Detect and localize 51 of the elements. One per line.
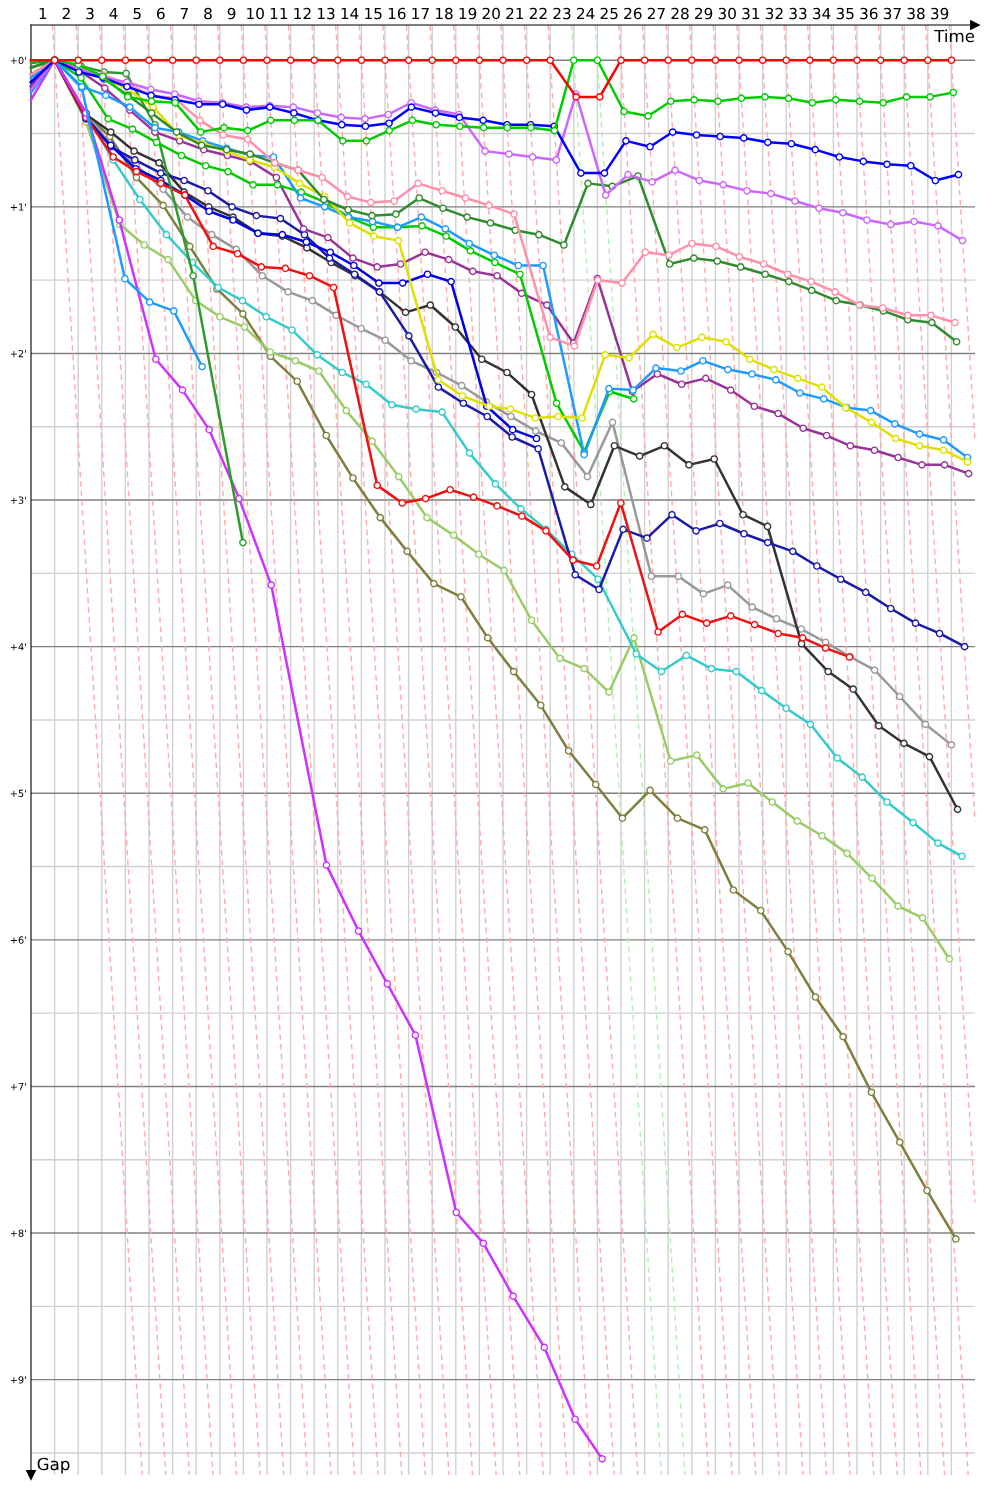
x-tick-label: 1: [39, 7, 47, 20]
x-tick-label: 13: [317, 7, 335, 20]
x-tick-label: 7: [180, 7, 188, 20]
y-tick-label: +0': [10, 56, 26, 65]
y-tick-label: +1': [10, 203, 26, 211]
x-tick-label: 33: [789, 7, 807, 20]
x-tick-label: 14: [341, 7, 359, 20]
x-tick-label: 10: [247, 7, 264, 20]
x-tick-label: 39: [931, 7, 949, 20]
x-tick-label: 36: [860, 7, 878, 20]
x-tick-label: 16: [388, 7, 406, 20]
x-tick-label: 19: [459, 7, 477, 20]
x-tick-label: 17: [412, 7, 429, 20]
x-tick-label: 29: [695, 7, 713, 20]
x-tick-label: 30: [718, 7, 736, 20]
y-tick-label: +3': [10, 496, 26, 504]
x-tick-label: 34: [813, 7, 831, 20]
y-tick-label: +5': [10, 789, 26, 798]
x-tick-label: 26: [624, 7, 642, 20]
x-tick-label: 2: [62, 7, 70, 20]
x-tick-label: 4: [109, 7, 118, 20]
y-tick-label: +4': [10, 643, 26, 651]
x-tick-label: 9: [227, 7, 236, 20]
x-tick-label: 27: [647, 7, 665, 20]
x-tick-label: 21: [506, 7, 524, 20]
x-tick-label: 6: [157, 7, 165, 20]
x-tick-label: 11: [270, 7, 288, 20]
x-tick-label: 5: [133, 7, 141, 20]
y-axis-title: Gap: [37, 1457, 70, 1474]
x-tick-label: 15: [365, 7, 382, 20]
x-tick-label: 20: [482, 7, 500, 20]
x-tick-label: 12: [294, 7, 311, 20]
y-tick-label: +9': [10, 1376, 26, 1384]
x-tick-label: 32: [765, 7, 783, 20]
x-tick-label: 23: [553, 7, 571, 20]
x-tick-label: 31: [742, 7, 760, 20]
y-tick-label: +2': [10, 349, 26, 358]
y-tick-label: +6': [10, 936, 26, 944]
x-tick-label: 22: [529, 7, 547, 20]
x-tick-label: 24: [577, 7, 595, 20]
x-tick-label: 8: [204, 7, 212, 20]
x-tick-label: 38: [907, 7, 925, 20]
x-axis-title: Time: [934, 29, 975, 43]
x-tick-label: 3: [86, 7, 94, 20]
x-tick-label: 25: [600, 7, 618, 20]
y-tick-label: +7': [10, 1083, 26, 1091]
x-tick-label: 18: [435, 7, 453, 20]
x-tick-label: 35: [836, 7, 854, 20]
x-tick-label: 37: [883, 7, 901, 20]
x-tick-label: 28: [671, 7, 689, 20]
y-tick-label: +8': [10, 1229, 26, 1237]
